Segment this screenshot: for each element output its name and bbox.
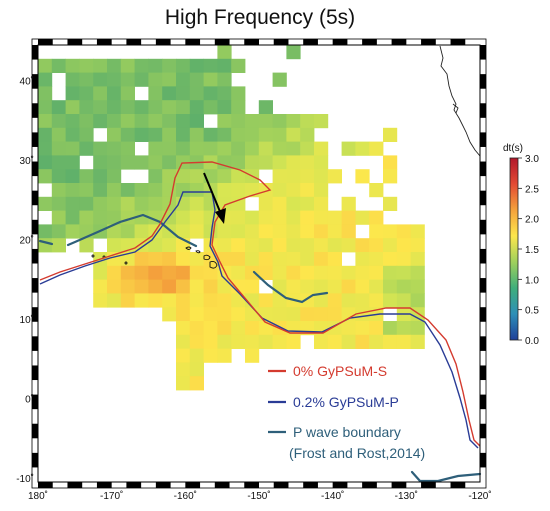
- coastline: [439, 45, 481, 157]
- legend-label-p-boundary: P wave boundary: [293, 424, 401, 440]
- latitude-tick-label: 0˚: [25, 394, 34, 406]
- colorbar-label: dt(s): [503, 143, 523, 154]
- longitude-tick-label: -170˚: [100, 490, 123, 502]
- traveltime-cells: [38, 45, 425, 391]
- map-title: High Frequency (5s): [164, 6, 356, 29]
- arrow-marker: [203, 172, 226, 224]
- legend-label-gypsum-p: 0.2% GyPSuM-P: [293, 394, 399, 410]
- colorbar-tick-label: 2.0: [525, 215, 539, 226]
- gypsum-p-contour: [39, 191, 479, 449]
- latitude-tick-label: 30˚: [20, 155, 34, 167]
- legend-label-gypsum-s: 0% GyPSuM-S: [293, 363, 387, 379]
- colorbar-tick-labels: 3.0 2.5 2.0 1.5 1.0 0.5 0.0: [518, 154, 539, 347]
- longitude-tick-label: -150˚: [247, 490, 270, 502]
- latitude-tick-label: 10˚: [20, 314, 34, 326]
- longitude-tick-label: -120˚: [468, 490, 491, 502]
- colorbar: dt(s) 3.0 2.5 2.0 1.5 1.0 0.5 0.0: [503, 143, 539, 347]
- colorbar-bar: [509, 157, 519, 341]
- colorbar-tick-label: 0.0: [525, 336, 539, 347]
- longitude-tick-label: -160˚: [174, 490, 197, 502]
- colorbar-tick-label: 2.5: [525, 184, 539, 195]
- map-frame: [31, 38, 487, 489]
- colorbar-tick-label: 1.5: [525, 245, 539, 256]
- latitude-tick-label: -10˚: [16, 473, 34, 485]
- latitude-tick-label: 20˚: [20, 235, 34, 247]
- latitude-tick-label: 40˚: [20, 76, 34, 88]
- gypsum-s-contour: [39, 161, 481, 447]
- p-wave-boundary: [38, 213, 482, 483]
- coastline-inlet: [452, 103, 459, 114]
- longitude-tick-label: -130˚: [395, 490, 418, 502]
- longitude-tick-label: -140˚: [321, 490, 344, 502]
- colorbar-tick-label: 3.0: [525, 154, 539, 165]
- longitude-tick-labels: 180˚ -170˚ -160˚ -150˚ -140˚ -130˚ -120˚: [28, 490, 492, 502]
- plot-border: [37, 44, 481, 483]
- longitude-tick-label: 180˚: [28, 490, 48, 502]
- colorbar-tick-label: 0.5: [525, 306, 539, 317]
- legend-label-citation: (Frost and Rost,2014): [289, 445, 425, 461]
- legend: 0% GyPSuM-S 0.2% GyPSuM-P P wave boundar…: [268, 363, 425, 461]
- latitude-tick-labels: -10˚ 0˚ 10˚ 20˚ 30˚ 40˚: [16, 76, 34, 485]
- colorbar-tick-label: 1.0: [525, 275, 539, 286]
